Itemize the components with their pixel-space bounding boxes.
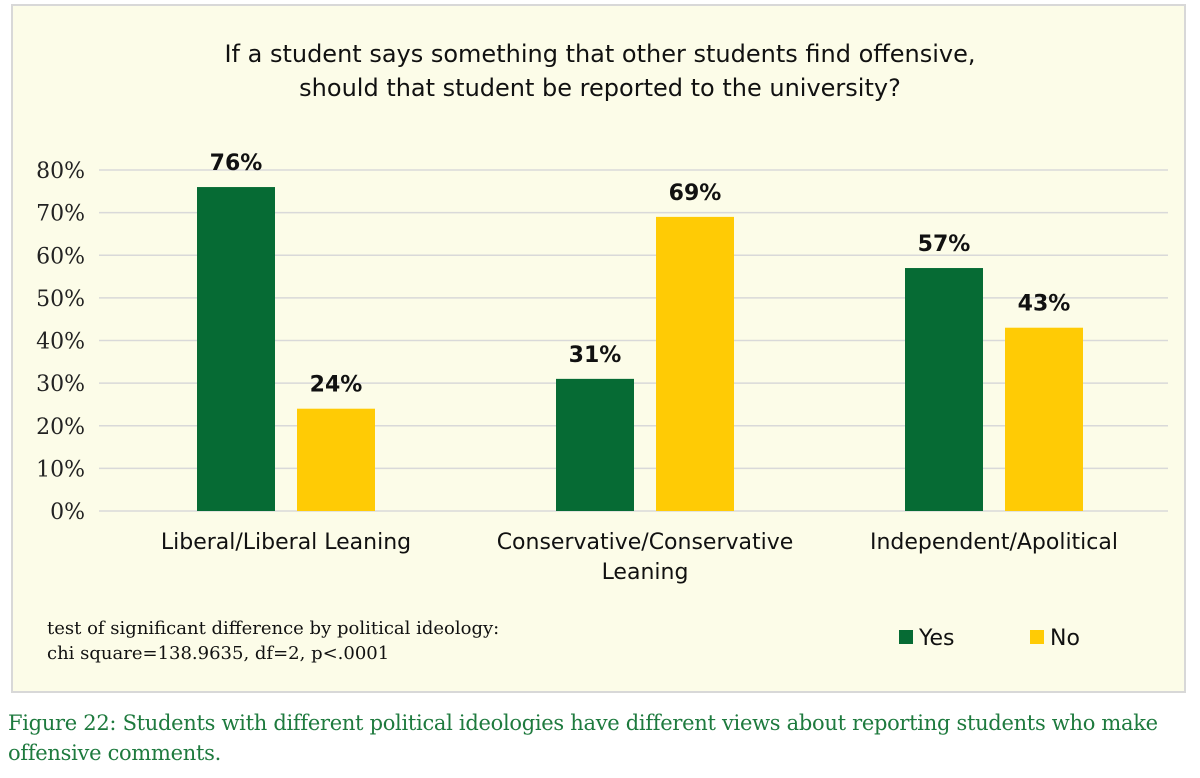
chart-frame: If a student says something that other s… [11, 4, 1186, 693]
bar-no [297, 408, 375, 511]
stat-note: chi square=138.9635, df=2, p<.0001 [47, 643, 389, 664]
data-label: 76% [210, 151, 263, 176]
legend-label-yes: Yes [918, 626, 955, 651]
bar-yes [197, 187, 275, 512]
y-tick-label: 50% [36, 287, 85, 312]
data-label: 24% [310, 373, 363, 398]
chart-title-line: should that student be reported to the u… [299, 74, 901, 102]
stat-note: test of significant difference by politi… [47, 618, 499, 639]
bar-no [1005, 327, 1083, 511]
data-label: 31% [569, 343, 622, 368]
y-tick-label: 10% [36, 457, 85, 482]
legend-label-no: No [1050, 626, 1080, 651]
category-label: Conservative/Conservative [497, 530, 794, 555]
legend-swatch-yes [899, 630, 913, 644]
y-tick-label: 80% [36, 159, 85, 184]
data-label: 57% [918, 232, 971, 257]
data-label: 69% [669, 181, 722, 206]
y-tick-label: 30% [36, 372, 85, 397]
category-label: Liberal/Liberal Leaning [161, 530, 411, 555]
y-tick-label: 0% [50, 500, 85, 525]
category-label: Independent/Apolitical [870, 530, 1118, 555]
legend-swatch-no [1030, 630, 1044, 644]
data-label: 43% [1018, 292, 1071, 317]
category-label: Leaning [602, 560, 689, 585]
y-tick-label: 40% [36, 330, 85, 355]
bar-yes [905, 268, 983, 511]
figure-caption: Figure 22: Students with different polit… [8, 711, 1158, 765]
bar-yes [556, 378, 634, 511]
y-tick-label: 60% [36, 244, 85, 269]
y-tick-label: 70% [36, 202, 85, 227]
y-tick-label: 20% [36, 415, 85, 440]
bar-no [656, 216, 734, 511]
chart-title-line: If a student says something that other s… [224, 40, 975, 68]
bar-chart: If a student says something that other s… [36, 40, 1168, 664]
